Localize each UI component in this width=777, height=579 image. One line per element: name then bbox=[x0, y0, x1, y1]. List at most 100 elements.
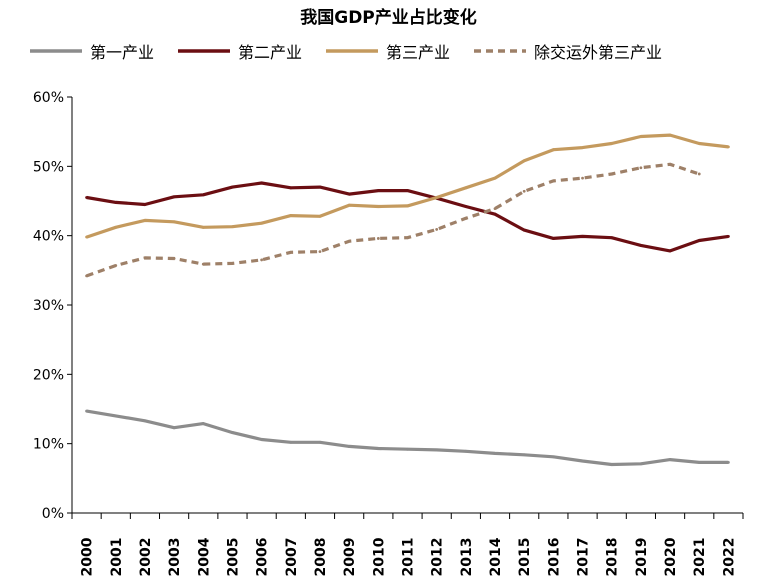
data-point bbox=[493, 212, 497, 216]
data-point bbox=[697, 142, 701, 145]
x-tick-label: 2008 bbox=[313, 538, 329, 577]
data-point bbox=[610, 142, 614, 145]
data-point bbox=[231, 262, 234, 265]
series-line bbox=[86, 133, 729, 239]
data-point bbox=[376, 189, 380, 193]
data-point bbox=[260, 438, 264, 441]
data-point bbox=[551, 179, 555, 183]
data-point bbox=[406, 204, 409, 208]
y-tick-label: 0% bbox=[42, 506, 64, 522]
y-tick-label: 20% bbox=[33, 367, 64, 383]
data-point bbox=[522, 228, 526, 232]
data-point bbox=[201, 262, 205, 266]
data-point bbox=[347, 192, 351, 196]
data-point bbox=[201, 193, 205, 197]
x-tick-label: 2020 bbox=[663, 537, 679, 576]
legend-item: 第一产业 bbox=[28, 39, 154, 63]
data-point bbox=[522, 189, 526, 193]
data-point bbox=[347, 203, 351, 207]
data-point bbox=[231, 225, 234, 229]
legend-item: 第三产业 bbox=[324, 39, 450, 63]
data-point bbox=[347, 445, 351, 448]
data-point bbox=[347, 239, 351, 243]
data-point bbox=[318, 214, 322, 218]
y-tick-label: 50% bbox=[33, 159, 64, 175]
data-point bbox=[114, 414, 118, 418]
data-point bbox=[435, 228, 439, 231]
data-point bbox=[318, 440, 322, 444]
y-tick-label: 40% bbox=[33, 229, 64, 245]
data-point bbox=[668, 162, 672, 166]
data-point bbox=[581, 459, 584, 463]
data-point bbox=[172, 426, 176, 430]
data-point bbox=[85, 196, 88, 199]
data-point bbox=[639, 166, 643, 170]
data-point bbox=[697, 172, 701, 176]
data-point bbox=[464, 186, 468, 190]
data-point bbox=[697, 460, 701, 464]
data-point bbox=[493, 451, 497, 455]
data-point bbox=[464, 216, 468, 220]
series-line bbox=[86, 181, 729, 253]
data-point bbox=[435, 448, 439, 452]
data-point bbox=[260, 258, 264, 262]
data-point bbox=[289, 440, 293, 444]
legend-swatch bbox=[326, 49, 379, 53]
data-point bbox=[727, 460, 730, 464]
data-point bbox=[668, 249, 672, 253]
x-tick-label: 2010 bbox=[371, 537, 387, 576]
x-tick-label: 2012 bbox=[430, 538, 446, 577]
x-tick-label: 2006 bbox=[255, 538, 271, 577]
data-point bbox=[581, 234, 584, 238]
data-point bbox=[610, 236, 614, 240]
data-point bbox=[639, 135, 643, 138]
data-point bbox=[318, 185, 322, 189]
data-point bbox=[581, 146, 584, 150]
data-point bbox=[435, 196, 439, 199]
legend-item: 第二产业 bbox=[176, 39, 302, 63]
data-point bbox=[172, 195, 176, 199]
data-point bbox=[376, 237, 380, 240]
data-point bbox=[581, 176, 584, 180]
data-point bbox=[289, 250, 293, 254]
x-tick-label: 2007 bbox=[284, 538, 300, 577]
data-point bbox=[172, 257, 176, 260]
data-point bbox=[114, 200, 118, 204]
data-point bbox=[376, 205, 380, 208]
data-point bbox=[464, 449, 468, 453]
legend-label: 第一产业 bbox=[90, 43, 155, 62]
data-point bbox=[639, 243, 643, 247]
data-point bbox=[406, 236, 409, 240]
x-tick-label: 2021 bbox=[692, 538, 708, 577]
x-tick-label: 2009 bbox=[342, 538, 358, 577]
data-point bbox=[376, 447, 380, 450]
series-line bbox=[86, 162, 700, 278]
legend-swatch bbox=[178, 49, 231, 53]
data-point bbox=[727, 145, 730, 149]
legend-label: 第三产业 bbox=[386, 43, 451, 62]
data-point bbox=[85, 235, 88, 239]
data-point bbox=[85, 274, 88, 278]
data-point bbox=[289, 214, 293, 217]
x-tick-label: 2013 bbox=[459, 538, 475, 577]
data-point bbox=[727, 234, 730, 238]
x-tick-label: 2000 bbox=[80, 537, 96, 576]
data-point bbox=[639, 462, 643, 466]
data-point bbox=[231, 431, 234, 434]
data-point bbox=[201, 422, 205, 425]
data-point bbox=[493, 176, 497, 180]
data-point bbox=[406, 447, 409, 451]
data-point bbox=[143, 419, 147, 423]
data-point bbox=[551, 455, 555, 459]
x-tick-label: 2014 bbox=[488, 537, 504, 576]
data-point bbox=[201, 225, 205, 229]
data-point bbox=[85, 409, 88, 413]
data-point bbox=[114, 225, 118, 229]
data-point bbox=[318, 250, 322, 254]
y-tick-label: 30% bbox=[33, 298, 64, 314]
data-point bbox=[231, 185, 234, 189]
data-point bbox=[522, 159, 526, 163]
data-point bbox=[289, 186, 293, 190]
data-point bbox=[143, 219, 147, 222]
x-tick-label: 2005 bbox=[225, 538, 241, 577]
